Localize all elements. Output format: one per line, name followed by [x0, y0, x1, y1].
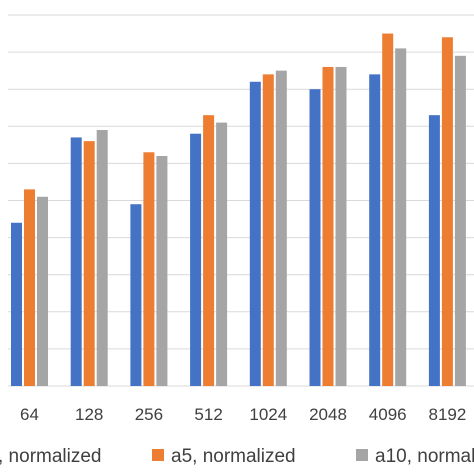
x-tick-label: 256 [135, 405, 163, 424]
legend-swatch-series-3 [356, 449, 368, 461]
bar-series-3-2048 [335, 66, 347, 386]
bar-series-1-512 [190, 133, 202, 386]
bar-series-3-128 [96, 130, 108, 386]
x-tick-label: 1024 [249, 405, 287, 424]
legend-label-series-3: a10, normalized [375, 446, 474, 467]
bar-series-2-1024 [262, 74, 274, 387]
bar-series-2-512 [203, 115, 215, 387]
bar-series-1-128 [70, 137, 82, 386]
bar-series [11, 33, 466, 387]
x-tick-label: 2048 [309, 405, 347, 424]
x-tick-labels: 64 128 256 512 1024 2048 4096 8192 [20, 405, 466, 424]
x-tick-label: 128 [75, 405, 103, 424]
bar-series-1-8192 [428, 115, 440, 387]
bar-series-1-4096 [369, 74, 381, 387]
bar-series-3-8192 [454, 55, 466, 387]
bar-series-3-1024 [275, 70, 287, 387]
bar-series-1-1024 [249, 81, 261, 386]
bar-series-3-512 [216, 122, 228, 386]
bar-series-2-128 [83, 141, 95, 386]
bar-series-2-64 [24, 189, 35, 386]
x-tick-label: 8192 [428, 405, 466, 424]
x-tick-label: 4096 [369, 405, 407, 424]
bar-series-1-64 [11, 222, 22, 386]
legend-label-series-1: , normalized [0, 446, 102, 467]
bar-series-2-8192 [441, 37, 453, 386]
bar-series-2-256 [143, 152, 155, 386]
bar-series-1-2048 [309, 89, 321, 386]
bar-series-3-4096 [395, 48, 407, 386]
x-tick-label: 64 [20, 405, 39, 424]
legend: , normalized a5, normalized a10, normali… [0, 446, 474, 467]
bar-series-1-256 [130, 204, 142, 386]
bar-series-3-64 [37, 196, 48, 386]
bar-series-2-2048 [322, 66, 334, 386]
legend-label-series-2: a5, normalized [171, 446, 296, 467]
legend-swatch-series-2 [152, 449, 164, 461]
bar-series-2-4096 [382, 33, 394, 387]
bar-series-3-256 [156, 155, 168, 386]
x-tick-label: 512 [194, 405, 222, 424]
